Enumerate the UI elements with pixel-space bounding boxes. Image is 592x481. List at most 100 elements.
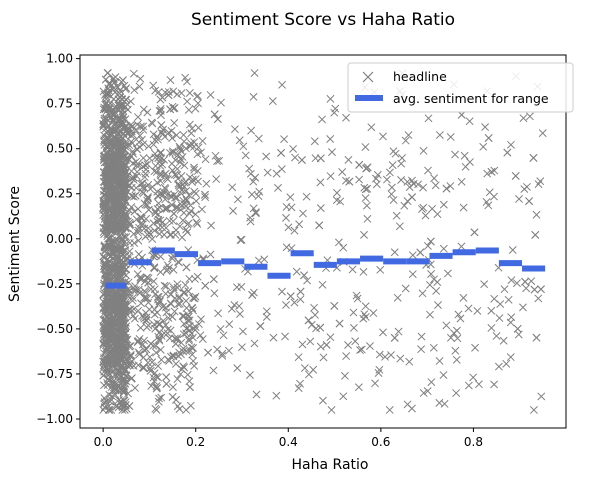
headline-point [161,195,170,204]
headline-point [236,236,245,244]
headline-point [318,115,327,124]
headline-point [169,209,178,218]
headline-point [193,219,202,228]
headline-point [401,136,410,145]
headline-point [128,296,137,305]
headline-point [392,211,401,220]
headline-point [110,350,119,359]
headline-point [249,204,258,213]
headline-point [139,105,148,114]
headline-point [519,114,528,123]
headline-point [186,383,194,392]
headline-point [116,204,125,213]
headline-point [128,147,137,156]
headline-point [217,98,225,107]
headline-point [390,333,399,342]
headline-point [173,375,182,383]
headline-point [333,188,341,197]
headline-point [104,287,113,296]
headline-point [184,312,193,321]
headline-point [277,165,286,174]
headline-point [282,243,291,252]
headline-point [327,406,336,414]
legend-box [347,62,574,113]
headline-point [121,169,130,178]
headline-point [363,214,372,223]
headline-point [134,228,142,237]
headline-point [129,173,138,182]
headline-point [238,343,246,352]
headline-point [198,137,207,145]
headline-point [374,369,383,377]
headline-point [249,92,258,101]
headline-point [118,294,127,303]
headline-point [156,252,165,261]
headline-point [153,132,162,141]
headline-point [291,153,299,162]
headline-point [214,309,223,318]
headline-point [194,99,202,108]
headline-point [168,148,177,157]
headline-point [99,290,108,299]
headline-point [171,359,180,368]
headline-point [114,245,123,254]
headline-point [296,287,305,296]
headline-point [116,93,125,102]
headline-point [470,228,479,237]
headline-point [492,332,501,340]
headline-point [435,357,444,365]
headline-point [111,372,120,381]
headline-point [210,289,219,298]
headline-point [169,383,177,392]
headline-point [464,304,473,313]
headline-point [111,190,120,199]
headline-point [102,397,111,406]
headline-point [181,281,190,289]
headline-point [310,303,319,312]
headline-point [112,219,120,228]
headline-point [134,306,143,315]
headline-point [179,344,188,353]
headline-point [446,333,455,342]
headline-point [183,228,192,237]
headline-point [531,230,540,239]
headline-point [316,154,325,163]
headline-point [105,79,114,88]
headline-point [425,280,434,289]
headline-point [100,259,109,268]
headline-point [187,343,196,352]
headline-point [460,151,469,160]
headline-point [155,335,164,344]
headline-point [105,105,114,114]
headline-point [189,343,198,352]
headline-point [146,339,155,348]
headline-point [166,76,175,85]
y-axis: −1.00 −0.75 −0.50 −0.25 0.00 0.25 0.50 0.75 1.00 [36,52,80,426]
y-tick-label: −0.75 [36,367,73,381]
headline-point [465,117,474,126]
headline-point [111,159,120,168]
headline-point [117,302,126,311]
headline-point [178,216,187,225]
headline-point [417,332,426,341]
headline-point [140,346,149,355]
headline-point [112,261,121,270]
headline-point [344,155,353,164]
y-tick-label: 0.25 [46,187,73,201]
headline-point [121,85,130,94]
headline-point [190,165,199,174]
headline-point [397,176,406,184]
headline-point [136,122,145,131]
headline-point [128,293,137,302]
headline-point [239,142,248,151]
headline-point [164,91,173,100]
headline-point [107,406,116,414]
headline-point [118,400,126,409]
legend-label-avg: avg. sentiment for range [393,91,549,106]
headline-point [107,374,116,383]
headline-point [156,149,165,158]
headline-point [134,236,143,245]
headline-point [159,125,167,134]
headline-point [165,216,174,225]
headline-point [534,180,543,189]
